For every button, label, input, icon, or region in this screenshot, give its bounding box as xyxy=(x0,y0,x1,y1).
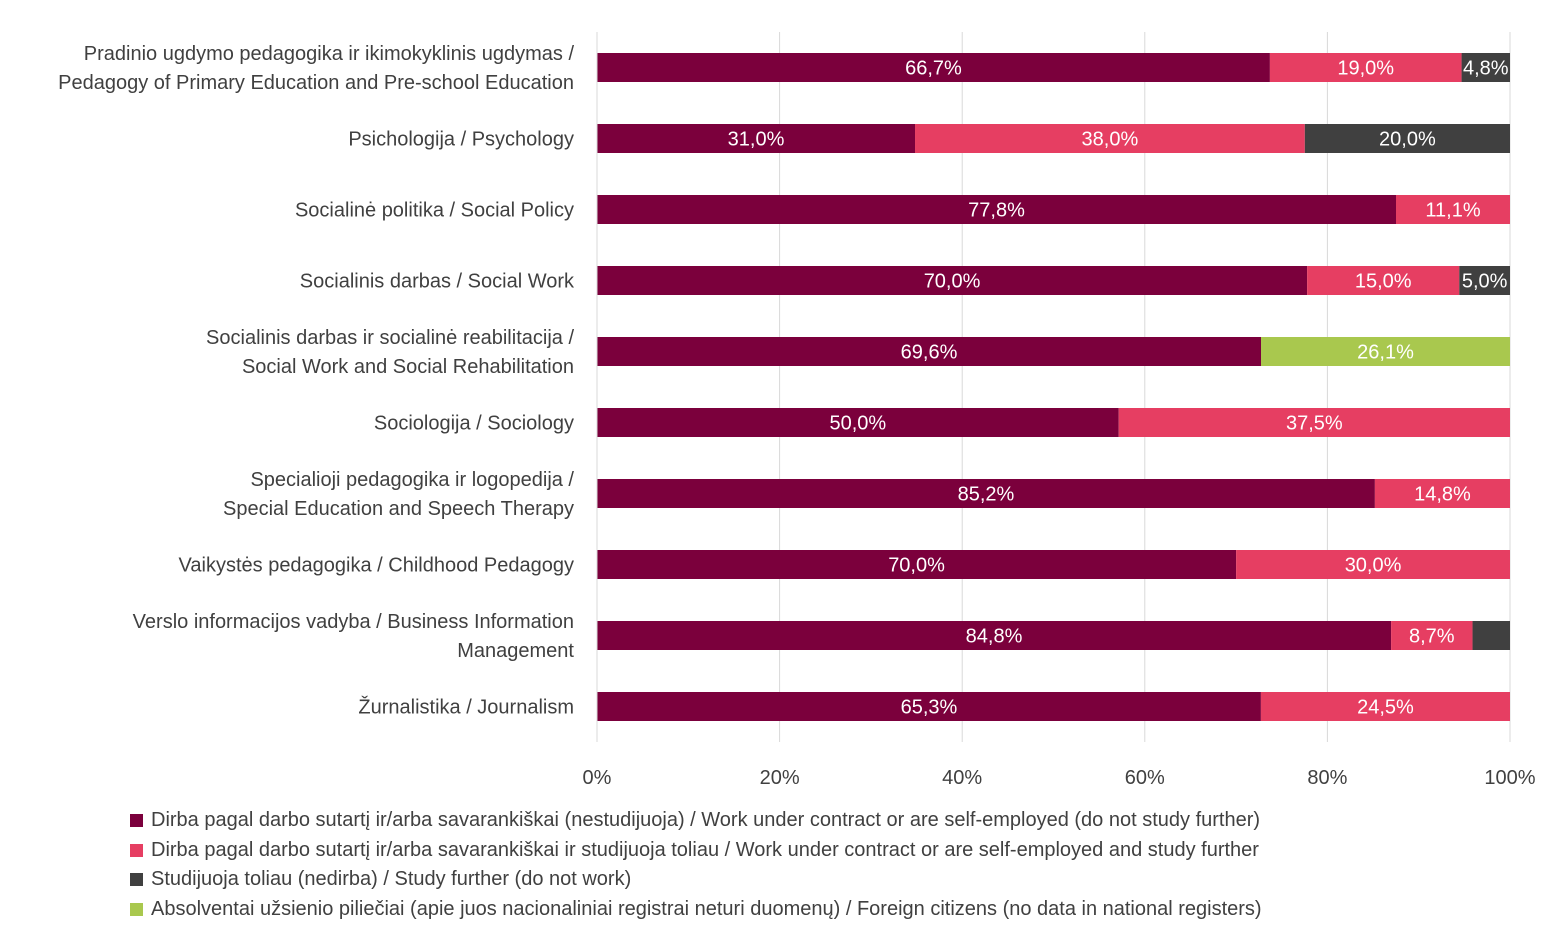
legend-item: Absolventai užsienio piliečiai (apie juo… xyxy=(130,895,1262,925)
data-label: 4,8% xyxy=(1463,58,1509,80)
legend-item: Dirba pagal darbo sutartį ir/arba savara… xyxy=(130,836,1262,866)
legend-label: Dirba pagal darbo sutartį ir/arba savara… xyxy=(151,838,1259,861)
legend-label: Dirba pagal darbo sutartį ir/arba savara… xyxy=(151,809,1261,832)
data-label: 11,1% xyxy=(1425,200,1480,222)
bar-segment xyxy=(1472,621,1510,650)
data-label: 84,8% xyxy=(966,626,1023,648)
category-label: Social Work and Social Rehabilitation xyxy=(242,356,574,378)
bar-segment xyxy=(1118,408,1510,437)
bar-segment xyxy=(1269,53,1462,82)
bar-segment xyxy=(1260,692,1510,721)
category-label: Socialinis darbas ir socialinė reabilita… xyxy=(206,327,574,349)
legend-swatch xyxy=(130,843,143,857)
data-label: 37,5% xyxy=(1286,413,1343,435)
data-label: 14,8% xyxy=(1414,484,1471,506)
legend-label: Studijuoja toliau (nedirba) / Study furt… xyxy=(151,868,632,891)
legend: Dirba pagal darbo sutartį ir/arba savara… xyxy=(130,806,1262,924)
legend-swatch xyxy=(130,873,143,887)
legend-item: Studijuoja toliau (nedirba) / Study furt… xyxy=(130,865,1262,895)
data-label: 65,3% xyxy=(901,697,958,719)
bar-segment xyxy=(1307,266,1460,295)
bar-segment xyxy=(597,124,916,153)
bar-segment xyxy=(1236,550,1510,579)
data-label: 70,0% xyxy=(888,555,945,577)
legend-label: Absolventai užsienio piliečiai (apie juo… xyxy=(151,897,1262,920)
bar-segment xyxy=(1459,266,1510,295)
legend-swatch xyxy=(130,814,143,828)
category-label: Management xyxy=(457,640,574,662)
data-label: 26,1% xyxy=(1357,342,1414,364)
bar-segment xyxy=(1261,337,1510,366)
legend-item: Dirba pagal darbo sutartį ir/arba savara… xyxy=(130,806,1262,836)
bar-segment xyxy=(597,266,1308,295)
bar-segment xyxy=(597,550,1237,579)
bar-segment xyxy=(1391,621,1473,650)
bar-segment xyxy=(597,408,1119,437)
category-label: Sociologija / Sociology xyxy=(374,413,574,435)
data-label: 50,0% xyxy=(829,413,886,435)
category-label: Psichologija / Psychology xyxy=(348,129,574,151)
data-label: 20,0% xyxy=(1379,129,1436,151)
category-label: Žurnalistika / Journalism xyxy=(358,696,574,719)
data-label: 19,0% xyxy=(1337,58,1394,80)
category-label: Socialinis darbas / Social Work xyxy=(300,271,575,293)
category-label: Pradinio ugdymo pedagogika ir ikimokykli… xyxy=(84,43,575,65)
data-label: 38,0% xyxy=(1082,129,1139,151)
category-label: Special Education and Speech Therapy xyxy=(223,498,574,520)
bar-segment xyxy=(597,692,1261,721)
bar-segment xyxy=(597,337,1261,366)
category-label: Vaikystės pedagogika / Childhood Pedagog… xyxy=(179,555,574,577)
bar-segment xyxy=(1304,124,1510,153)
data-label: 24,5% xyxy=(1357,697,1414,719)
data-label: 15,0% xyxy=(1355,271,1412,293)
legend-swatch xyxy=(130,902,143,916)
bar-segment xyxy=(1374,479,1510,508)
data-label: 85,2% xyxy=(958,484,1015,506)
bar-segment xyxy=(597,53,1270,82)
data-label: 77,8% xyxy=(968,200,1025,222)
bar-segment xyxy=(597,479,1375,508)
data-label: 31,0% xyxy=(728,129,785,151)
x-tick-label: 60% xyxy=(1125,767,1165,789)
bar-segment xyxy=(1461,53,1510,82)
x-tick-label: 20% xyxy=(760,767,800,789)
bar-segment xyxy=(597,195,1397,224)
data-label: 69,6% xyxy=(901,342,958,364)
category-label: Pedagogy of Primary Education and Pre-sc… xyxy=(58,72,574,94)
data-label: 30,0% xyxy=(1345,555,1402,577)
x-tick-label: 0% xyxy=(583,767,612,789)
category-label: Specialioji pedagogika ir logopedija / xyxy=(250,469,574,491)
data-label: 66,7% xyxy=(905,58,962,80)
bar-segment xyxy=(1396,195,1510,224)
x-tick-label: 100% xyxy=(1484,767,1535,789)
x-tick-label: 80% xyxy=(1307,767,1347,789)
data-label: 5,0% xyxy=(1462,271,1508,293)
bar-segment xyxy=(597,621,1392,650)
category-label: Socialinė politika / Social Policy xyxy=(295,200,574,222)
bar-segment xyxy=(915,124,1305,153)
data-label: 8,7% xyxy=(1409,626,1455,648)
x-tick-label: 40% xyxy=(942,767,982,789)
data-label: 70,0% xyxy=(924,271,981,293)
category-label: Verslo informacijos vadyba / Business In… xyxy=(133,611,574,633)
stacked-bar-chart: 0% 20% 40% 60% 80% 100% 66,7% 19,0% 4,8% Pradinio… xyxy=(58,32,1536,789)
